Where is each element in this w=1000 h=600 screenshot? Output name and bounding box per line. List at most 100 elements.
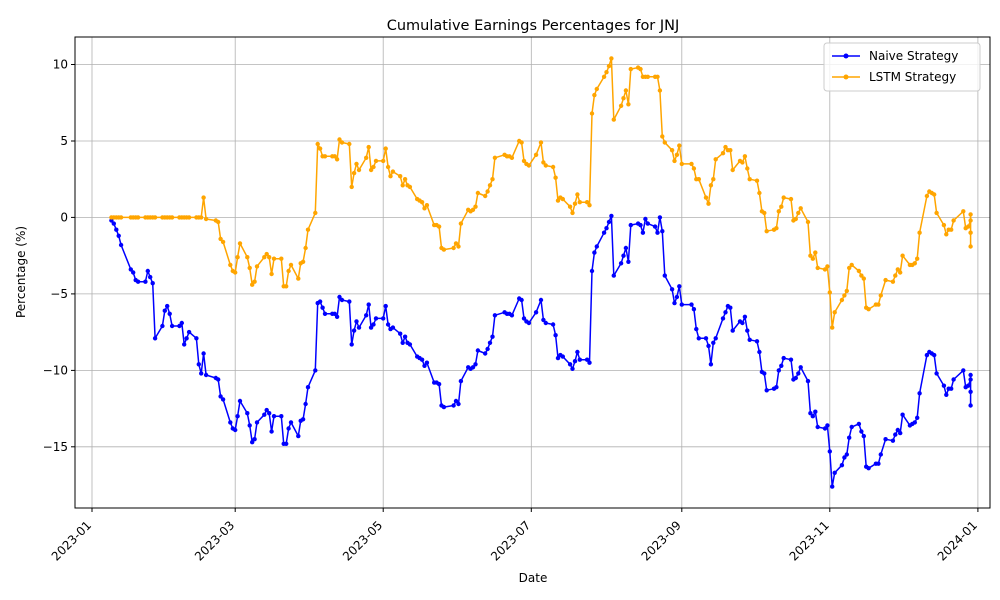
data-point — [422, 206, 427, 211]
data-point — [621, 96, 626, 101]
legend-box — [823, 42, 981, 92]
data-point — [893, 273, 898, 278]
data-point — [890, 279, 896, 284]
data-point — [876, 302, 881, 307]
data-point — [781, 355, 786, 361]
y-tick-label: −15 — [43, 440, 68, 454]
data-point — [317, 299, 323, 304]
data-point — [487, 340, 493, 345]
legend-marker-lstm — [843, 74, 849, 80]
data-point — [813, 250, 818, 255]
data-point — [407, 342, 413, 347]
data-point — [723, 144, 728, 150]
data-point — [822, 426, 828, 431]
data-point — [728, 305, 733, 310]
data-point — [451, 245, 456, 251]
data-point — [526, 320, 532, 326]
data-point — [883, 277, 888, 283]
data-point — [669, 287, 675, 292]
data-point — [237, 241, 243, 246]
data-point — [483, 351, 488, 356]
data-point — [490, 177, 495, 182]
data-point — [847, 265, 852, 271]
data-point — [245, 411, 250, 416]
data-point — [638, 66, 643, 72]
data-point — [825, 264, 830, 269]
data-point — [267, 255, 272, 260]
data-point — [313, 368, 318, 373]
data-point — [371, 164, 376, 170]
plot-area — [109, 56, 973, 489]
data-point — [584, 357, 590, 362]
data-point — [788, 196, 794, 202]
data-point — [689, 302, 694, 307]
data-point — [618, 261, 624, 266]
data-point — [944, 232, 949, 237]
data-point — [526, 163, 532, 168]
data-point — [609, 213, 614, 219]
data-point — [543, 320, 548, 326]
data-point — [533, 310, 539, 315]
legend-label-naive: Naive Strategy — [869, 49, 958, 63]
data-point — [320, 305, 325, 310]
data-point — [594, 86, 599, 92]
data-point — [951, 218, 956, 223]
data-point — [381, 316, 386, 321]
data-point — [917, 391, 922, 396]
data-point — [844, 452, 849, 457]
data-point — [968, 218, 973, 223]
data-point — [798, 365, 803, 370]
data-point — [912, 420, 917, 425]
data-point — [604, 226, 609, 231]
data-point — [696, 336, 701, 341]
data-point — [723, 310, 728, 315]
data-point — [245, 255, 250, 260]
data-point — [351, 170, 357, 176]
data-point — [893, 432, 898, 437]
data-point — [424, 203, 430, 208]
data-point — [655, 230, 660, 235]
data-point — [934, 371, 939, 376]
data-point — [793, 216, 798, 222]
data-point — [798, 206, 803, 211]
data-point — [589, 268, 595, 274]
data-point — [932, 192, 937, 197]
data-point — [339, 140, 345, 145]
data-point — [961, 368, 966, 373]
data-point — [560, 196, 565, 202]
data-point — [754, 178, 760, 183]
data-point — [825, 423, 830, 428]
data-point — [148, 274, 153, 280]
data-point — [805, 378, 811, 384]
data-point — [878, 452, 883, 457]
data-point — [742, 314, 748, 319]
data-point — [354, 161, 359, 167]
data-point — [706, 201, 711, 206]
x-axis-label: Date — [519, 571, 548, 585]
data-point — [555, 355, 561, 361]
data-point — [781, 195, 786, 200]
data-point — [334, 157, 340, 162]
data-point — [968, 212, 973, 217]
data-point — [196, 362, 201, 367]
data-point — [553, 175, 558, 180]
data-point — [883, 437, 888, 442]
data-point — [199, 371, 204, 376]
data-point — [339, 297, 345, 303]
data-point — [550, 164, 556, 170]
data-point — [796, 210, 801, 216]
data-point — [968, 389, 973, 394]
series-lstm — [109, 56, 973, 330]
data-point — [601, 74, 607, 80]
data-point — [305, 227, 311, 232]
data-point — [924, 193, 930, 199]
data-point — [890, 438, 896, 443]
data-point — [849, 424, 854, 430]
grid — [75, 37, 990, 508]
data-point — [577, 357, 582, 362]
data-point — [757, 190, 762, 196]
data-point — [269, 271, 274, 277]
data-point — [177, 323, 182, 329]
data-point — [135, 215, 141, 220]
data-point — [706, 343, 711, 349]
